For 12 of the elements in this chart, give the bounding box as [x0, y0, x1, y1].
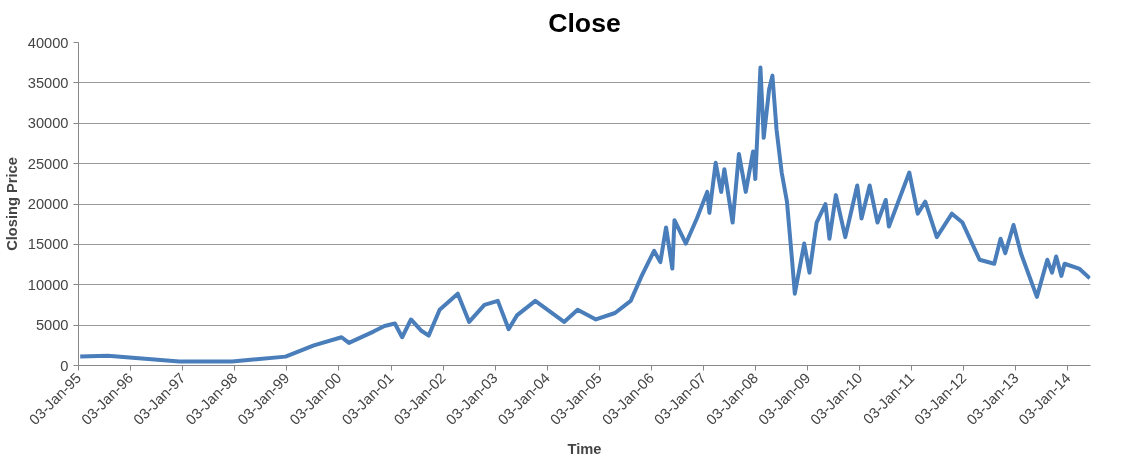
y-tick-label: 30000: [27, 115, 69, 132]
y-axis-title: Closing Price: [3, 157, 20, 251]
y-tick-label: 20000: [27, 196, 69, 212]
y-tick-label: 0: [60, 357, 69, 374]
y-tick-label: 35000: [27, 74, 69, 91]
y-tick-label: 5000: [35, 317, 69, 334]
y-tick-label: 15000: [27, 236, 69, 253]
x-axis-title: Time: [567, 441, 602, 458]
y-tick-label: 40000: [27, 34, 69, 51]
y-tick-label: 10000: [27, 276, 69, 293]
chart-title: Close: [548, 7, 621, 38]
y-tick-label: 25000: [27, 155, 69, 172]
